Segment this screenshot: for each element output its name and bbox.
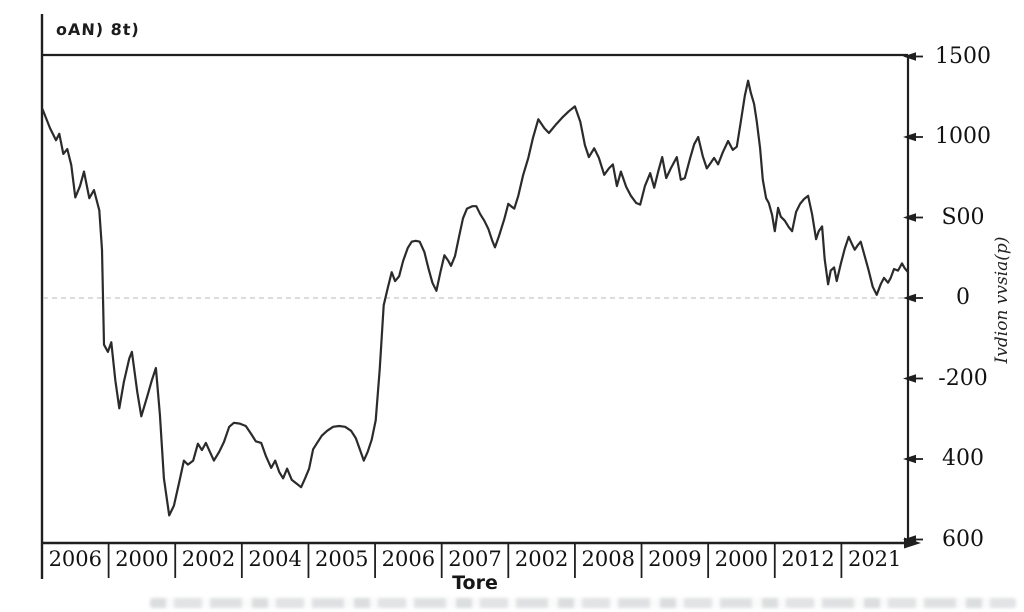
x-tick-label: 2004 [248, 547, 302, 571]
y-tick-arrowhead [903, 213, 916, 222]
y-tick-arrowhead [903, 52, 916, 61]
y-tick-arrowhead [903, 132, 916, 142]
x-tick-label: 2012 [781, 547, 835, 571]
y-tick-label: S00 [941, 204, 985, 230]
x-tick-label: 2002 [181, 547, 236, 571]
data-line-series-1 [41, 79, 910, 517]
y-axis-title: Ivdion vvsia(p) [992, 236, 1012, 364]
x-axis-title: Tore [452, 572, 498, 594]
y-tick-label: 400 [942, 446, 984, 471]
x-tick-label: 2006 [48, 547, 103, 571]
x-tick-label: 2006 [381, 547, 436, 571]
x-tick-label: 2021 [847, 547, 902, 571]
x-tick-label: 2000 [115, 547, 169, 571]
x-tick-label: 2007 [448, 547, 502, 571]
x-tick-label: 2009 [648, 547, 702, 571]
y-tick-arrowhead [903, 293, 916, 303]
y-tick-label: -200 [938, 365, 988, 391]
y-tick-label: 0 [956, 285, 970, 310]
x-tick-label: 2002 [514, 547, 569, 571]
bottom-blur-noise-artifact [150, 598, 1016, 608]
x-tick-label: 2005 [315, 547, 369, 571]
x-tick-label: 2008 [581, 547, 635, 571]
x-tick-label: 2000 [714, 547, 769, 571]
y-tick-label: 1000 [935, 124, 991, 149]
y-tick-arrowhead [903, 374, 916, 383]
y-tick-label: 600 [942, 526, 984, 552]
y-tick-label: 1500 [935, 43, 991, 69]
y-tick-arrowhead [903, 535, 916, 544]
y-tick-arrowhead [903, 454, 916, 464]
chart-title: oAN) 8t) [55, 20, 141, 39]
